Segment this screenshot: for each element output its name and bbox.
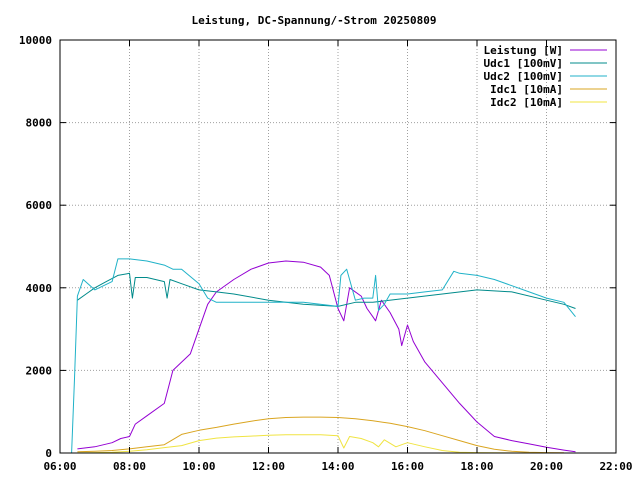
x-tick-label: 10:00 xyxy=(182,460,215,473)
series-line-3 xyxy=(77,416,564,454)
legend-label: Idc1 [10mA] xyxy=(490,83,563,96)
y-tick-label: 2000 xyxy=(26,364,53,377)
x-tick-label: 06:00 xyxy=(43,460,76,473)
series-line-0 xyxy=(77,260,576,453)
x-tick-label: 14:00 xyxy=(321,460,354,473)
axis-ticks: 06:00 08:00 10:00 12:00 14:00 16:00 18:00 20:00… xyxy=(19,34,633,473)
y-tick-label: 8000 xyxy=(26,117,53,130)
y-tick-label: 4000 xyxy=(26,282,53,295)
x-tick-label: 16:00 xyxy=(391,460,424,473)
legend-label: Idc2 [10mA] xyxy=(490,96,563,109)
x-tick-label: 12:00 xyxy=(252,460,285,473)
y-tick-label: 6000 xyxy=(26,199,53,212)
y-tick-label: 0 xyxy=(45,447,52,460)
chart-title: Leistung, DC-Spannung/-Strom 20250809 xyxy=(191,14,436,27)
legend: Leistung [W]Udc1 [100mV]Udc2 [100mV]Idc1… xyxy=(484,44,607,109)
x-tick-label: 20:00 xyxy=(530,460,563,473)
series-line-4 xyxy=(77,434,547,454)
x-tick-label: 18:00 xyxy=(460,460,493,473)
x-tick-label: 22:00 xyxy=(599,460,632,473)
legend-label: Leistung [W] xyxy=(484,44,563,57)
series-line-1 xyxy=(77,272,576,309)
legend-label: Udc2 [100mV] xyxy=(484,70,563,83)
series-line-2 xyxy=(71,258,576,454)
x-tick-label: 08:00 xyxy=(113,460,146,473)
series-lines xyxy=(71,258,576,454)
y-tick-label: 10000 xyxy=(19,34,52,47)
legend-label: Udc1 [100mV] xyxy=(484,57,563,70)
